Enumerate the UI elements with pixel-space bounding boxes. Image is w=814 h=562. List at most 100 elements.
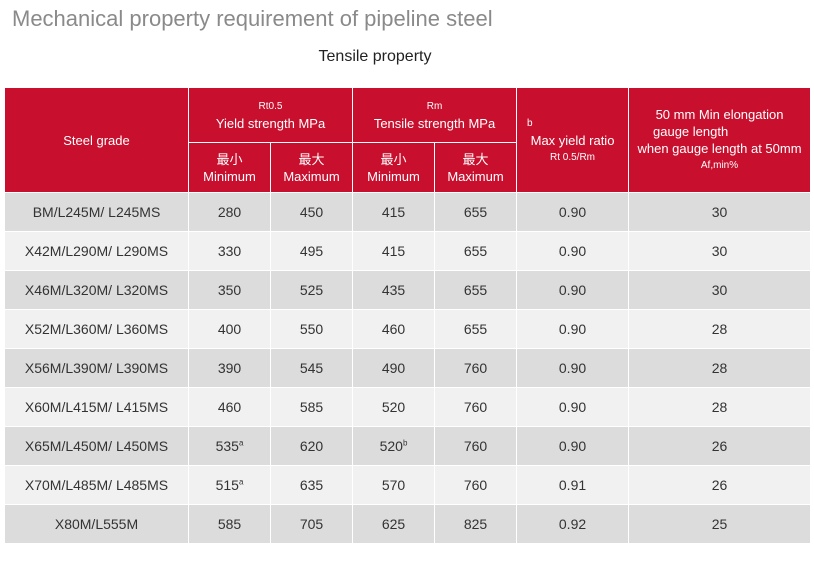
cell-grade: X46M/L320M/ L320MS [4, 270, 189, 310]
page-title: Mechanical property requirement of pipel… [12, 6, 493, 31]
cell-yield-ratio-value: 0.90 [558, 243, 587, 259]
table-subtitle: Tensile property [318, 48, 432, 65]
header-steel-grade: Steel grade [4, 87, 189, 193]
table-row: BM/L245M/ L245MS 280 450 415 655 0.90 30 [4, 192, 812, 232]
elongation-line3: when gauge length at 50mm [637, 141, 802, 156]
cell-tensile-min: 520b [352, 426, 436, 466]
cell-yield-max: 705 [269, 504, 354, 544]
cell-yield-max-value: 525 [299, 282, 324, 298]
cell-tensile-min: 520 [352, 387, 436, 427]
cell-yield-ratio: 0.90 [516, 231, 630, 271]
cell-yield-min: 515a [188, 465, 271, 505]
cell-grade: X70M/L485M/ L485MS [4, 465, 189, 505]
cell-elongation: 30 [628, 192, 812, 232]
cell-tensile-max-value: 760 [463, 360, 488, 376]
cell-yield-max-value: 635 [299, 477, 324, 493]
header-yield-strength: Rt0.5 Yield strength MPa [187, 87, 354, 143]
cell-elongation-value: 28 [711, 321, 728, 337]
cell-elongation-value: 30 [711, 243, 728, 259]
header-tensile-min: 最小 Minimum [352, 142, 436, 193]
cell-yield-ratio-value: 0.90 [558, 321, 587, 337]
yield-label: Yield strength MPa [215, 116, 326, 131]
cell-yield-max: 635 [269, 465, 354, 505]
cell-yield-ratio: 0.92 [516, 504, 630, 544]
cell-grade-value: X80M/L555M [54, 516, 139, 532]
cell-tensile-max-value: 655 [463, 282, 488, 298]
cell-yield-ratio: 0.90 [516, 192, 630, 232]
cell-yield-ratio-value: 0.90 [558, 399, 587, 415]
min-en-label: Minimum [367, 168, 420, 184]
header-yield-min: 最小 Minimum [188, 142, 271, 193]
cell-tensile-min-value: 490 [381, 360, 406, 376]
cell-elongation-value: 30 [711, 282, 728, 298]
cell-grade-value: X52M/L360M/ L360MS [24, 321, 169, 337]
cell-elongation-value: 25 [711, 516, 728, 532]
table-row: X70M/L485M/ L485MS 515a 635 570 760 0.91 26 [4, 465, 812, 505]
cell-tensile-max: 655 [434, 231, 518, 271]
footnote-marker: a [238, 477, 244, 487]
table-row: X42M/L290M/ L290MS 330 495 415 655 0.90 30 [4, 231, 812, 271]
min-cn-label: 最小 [216, 151, 243, 167]
cell-grade: X60M/L415M/ L415MS [4, 387, 189, 427]
cell-tensile-min: 625 [352, 504, 436, 544]
cell-tensile-max: 760 [434, 348, 518, 388]
cell-yield-ratio-value: 0.90 [558, 282, 587, 298]
table-body: BM/L245M/ L245MS 280 450 415 655 0.90 30 X42M/L… [4, 192, 812, 544]
tensile-property-table: Steel grade Rt0.5 Yield strength MPa Rm … [4, 87, 812, 544]
footnote-marker: b [402, 438, 408, 448]
table-row: X80M/L555M 585 705 625 825 0.92 25 [4, 504, 812, 544]
cell-tensile-min: 415 [352, 231, 436, 271]
cell-yield-min: 390 [188, 348, 271, 388]
table-row: X46M/L320M/ L320MS 350 525 435 655 0.90 30 [4, 270, 812, 310]
cell-yield-min-value: 585 [217, 516, 242, 532]
cell-tensile-max: 760 [434, 387, 518, 427]
cell-tensile-max-value: 825 [463, 516, 488, 532]
cell-grade: BM/L245M/ L245MS [4, 192, 189, 232]
cell-yield-ratio: 0.90 [516, 387, 630, 427]
min-en-label: Minimum [203, 168, 256, 184]
cell-yield-max-value: 545 [299, 360, 324, 376]
cell-yield-max: 495 [269, 231, 354, 271]
cell-grade: X52M/L360M/ L360MS [4, 309, 189, 349]
cell-tensile-max-value: 760 [463, 438, 488, 454]
cell-elongation: 28 [628, 387, 812, 427]
cell-yield-min-value: 350 [217, 282, 242, 298]
cell-yield-max: 450 [269, 192, 354, 232]
cell-grade: X42M/L290M/ L290MS [4, 231, 189, 271]
cell-tensile-max: 825 [434, 504, 518, 544]
cell-grade-value: X70M/L485M/ L485MS [24, 477, 169, 493]
cell-yield-ratio: 0.90 [516, 426, 630, 466]
cell-tensile-max-value: 760 [463, 399, 488, 415]
header-max-yield-ratio: b Max yield ratio Rt 0.5/Rm [516, 87, 630, 193]
ratio-formula: Rt 0.5/Rm [550, 151, 596, 163]
cell-yield-min: 350 [188, 270, 271, 310]
cell-grade: X65M/L450M/ L450MS [4, 426, 189, 466]
cell-tensile-max-value: 655 [463, 243, 488, 259]
cell-tensile-min-value: 520 [379, 438, 403, 454]
cell-tensile-min-value: 520 [381, 399, 406, 415]
cell-tensile-min: 415 [352, 192, 436, 232]
cell-grade-value: BM/L245M/ L245MS [32, 204, 161, 220]
cell-tensile-min-value: 625 [381, 516, 406, 532]
cell-tensile-min-value: 415 [381, 204, 406, 220]
cell-tensile-min-value: 570 [381, 477, 406, 493]
cell-yield-max-value: 495 [299, 243, 324, 259]
cell-tensile-min-value: 460 [381, 321, 406, 337]
cell-tensile-max-value: 655 [463, 204, 488, 220]
yield-symbol: Rt0.5 [258, 101, 283, 112]
cell-tensile-max: 655 [434, 192, 518, 232]
cell-yield-max: 545 [269, 348, 354, 388]
footnote-marker: a [238, 438, 244, 448]
max-en-label: Maximum [283, 168, 340, 184]
cell-elongation: 30 [628, 231, 812, 271]
cell-grade: X80M/L555M [4, 504, 189, 544]
cell-yield-max: 550 [269, 309, 354, 349]
min-cn-label: 最小 [380, 151, 407, 167]
cell-grade-value: X56M/L390M/ L390MS [24, 360, 169, 376]
cell-yield-ratio-value: 0.90 [558, 438, 587, 454]
cell-yield-ratio-value: 0.92 [558, 516, 587, 532]
tensile-label: Tensile strength MPa [373, 116, 496, 131]
ratio-note: b [527, 117, 533, 129]
cell-yield-min-value: 330 [217, 243, 242, 259]
elongation-line1: 50 mm Min elongation [655, 107, 784, 122]
